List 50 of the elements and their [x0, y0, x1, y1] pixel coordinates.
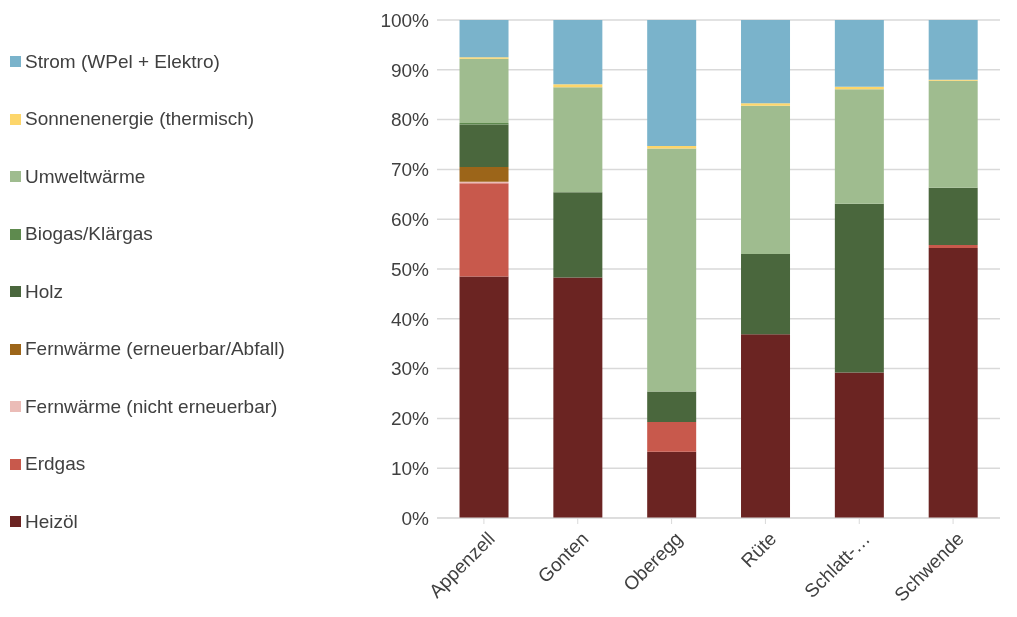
bar: [553, 192, 603, 278]
bar: [928, 248, 978, 518]
legend-label: Umweltwärme: [25, 165, 146, 188]
legend-label: Fernwärme (nicht erneuerbar): [25, 395, 278, 418]
legend-label: Fernwärme (erneuerbar/Abfall): [25, 338, 285, 361]
bar: [741, 254, 791, 335]
bar: [928, 20, 978, 80]
bar: [647, 20, 697, 146]
bar: [647, 391, 697, 422]
y-tick-label: 10%: [390, 457, 430, 479]
bar: [647, 451, 697, 518]
bar: [834, 372, 884, 518]
bar: [459, 166, 509, 182]
bar: [647, 421, 697, 452]
legend-label: Heizöl: [25, 510, 78, 533]
bar: [834, 203, 884, 373]
bar: [928, 245, 978, 249]
bar: [459, 183, 509, 277]
bar: [459, 276, 509, 518]
y-tick-label: 80%: [390, 109, 430, 131]
legend-label: Biogas/Klärgas: [25, 223, 153, 246]
bar: [741, 103, 791, 106]
bar: [553, 20, 603, 85]
legend-label: Sonnenenergie (thermisch): [25, 108, 255, 131]
legend-label: Holz: [25, 280, 64, 303]
y-tick-label: 40%: [390, 308, 430, 330]
bar: [741, 334, 791, 518]
bar: [741, 105, 791, 255]
y-tick-label: 70%: [390, 159, 430, 181]
y-tick-label: 0%: [401, 507, 430, 529]
bar: [553, 277, 603, 518]
bar: [459, 58, 509, 124]
bar: [647, 148, 697, 392]
y-tick-label: 60%: [390, 208, 430, 230]
legend-label: Strom (WPel + Elektro): [25, 50, 220, 73]
bar: [928, 80, 978, 188]
y-tick-label: 100%: [380, 9, 430, 31]
y-tick-label: 50%: [390, 258, 430, 280]
bar: [553, 84, 603, 88]
bar: [834, 20, 884, 87]
bar: [928, 187, 978, 246]
y-tick-label: 90%: [390, 59, 430, 81]
bar: [834, 89, 884, 204]
bar: [459, 20, 509, 58]
bar: [553, 87, 603, 193]
legend-label: Erdgas: [25, 453, 86, 476]
y-tick-label: 20%: [390, 408, 430, 430]
y-tick-label: 30%: [390, 358, 430, 380]
bar: [459, 124, 509, 167]
bar: [741, 20, 791, 104]
